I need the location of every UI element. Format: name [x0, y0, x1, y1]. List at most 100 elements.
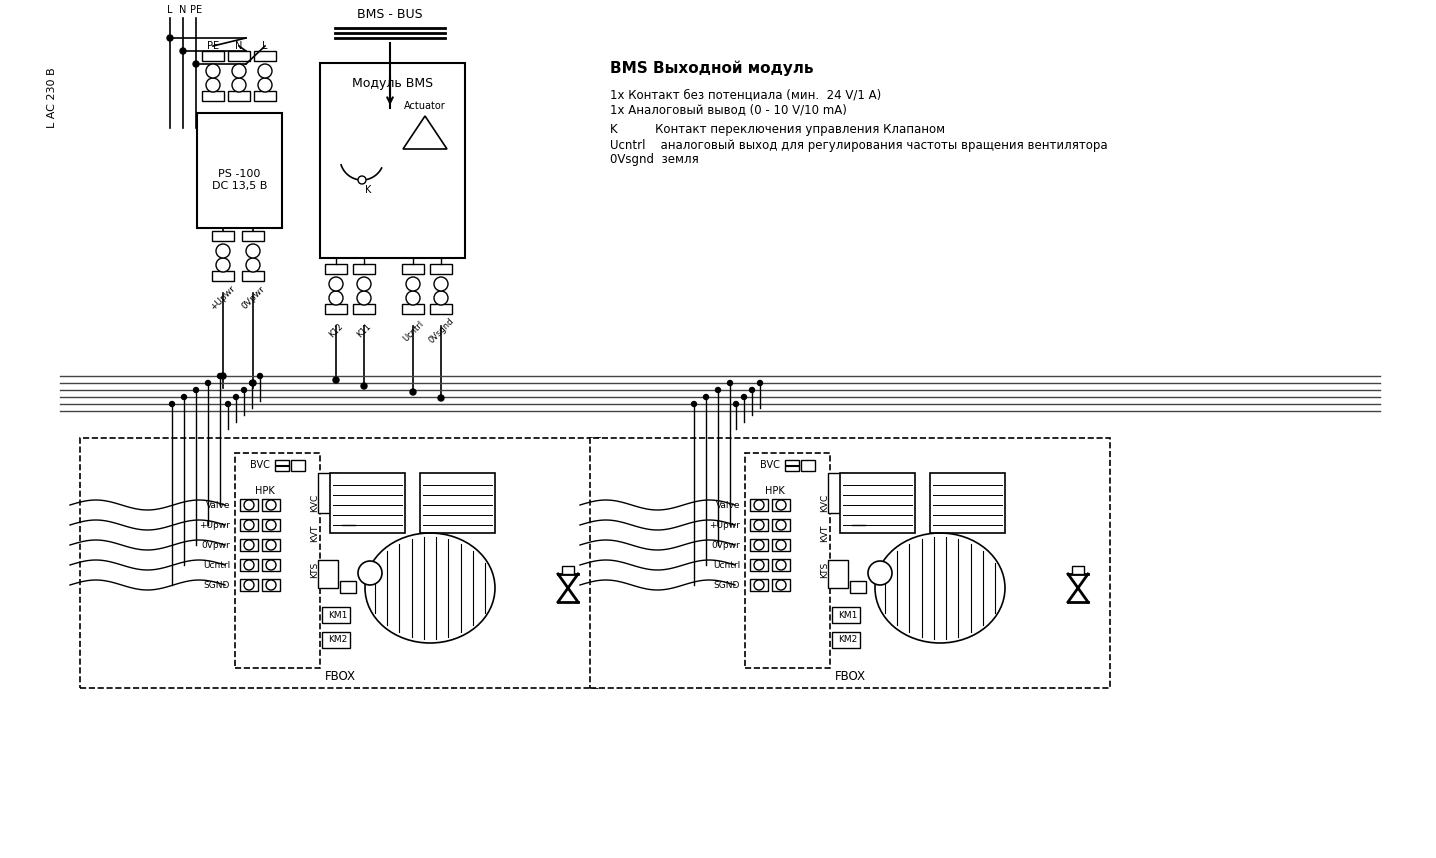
Circle shape: [167, 35, 172, 41]
Text: PE: PE: [207, 41, 220, 51]
Circle shape: [180, 48, 187, 54]
Circle shape: [358, 277, 370, 291]
Bar: [236, 453, 320, 668]
Bar: [745, 453, 830, 668]
Bar: [750, 579, 768, 591]
Circle shape: [692, 402, 696, 407]
Bar: [261, 559, 280, 571]
Bar: [773, 579, 790, 591]
Circle shape: [775, 520, 785, 530]
Text: 1х Контакт без потенциала (мин.  24 V/1 A): 1х Контакт без потенциала (мин. 24 V/1 A…: [610, 88, 882, 101]
Bar: [261, 519, 280, 531]
Bar: [330, 473, 405, 533]
Circle shape: [406, 291, 419, 305]
Text: Ucntrl: Ucntrl: [401, 319, 425, 343]
Text: K          Контакт переключения управления Клапаном: K Контакт переключения управления Клапан…: [610, 124, 945, 136]
Text: Valve: Valve: [205, 500, 230, 510]
Text: N: N: [180, 5, 187, 15]
Text: K11: K11: [355, 322, 373, 340]
Circle shape: [205, 64, 220, 78]
Text: HPK: HPK: [256, 486, 274, 496]
Bar: [850, 581, 866, 593]
Bar: [773, 519, 790, 531]
Bar: [320, 63, 465, 258]
Text: L AC 230 B: L AC 230 B: [47, 68, 57, 129]
Circle shape: [741, 395, 747, 400]
Text: KM1: KM1: [839, 611, 857, 619]
Bar: [340, 581, 356, 593]
Circle shape: [233, 64, 246, 78]
Text: 0Vsgnd  земля: 0Vsgnd земля: [610, 154, 699, 166]
Text: K12: K12: [327, 322, 345, 340]
Text: Ucntrl: Ucntrl: [202, 560, 230, 570]
Bar: [561, 566, 574, 574]
Circle shape: [215, 258, 230, 272]
Circle shape: [205, 380, 211, 385]
Circle shape: [215, 244, 230, 258]
Circle shape: [434, 291, 448, 305]
Bar: [240, 559, 258, 571]
Bar: [240, 499, 258, 511]
Text: KTS: KTS: [310, 562, 319, 578]
Circle shape: [181, 395, 187, 400]
Bar: [228, 51, 250, 61]
Text: KVC: KVC: [310, 494, 319, 512]
Text: KVC: KVC: [820, 494, 830, 512]
Circle shape: [241, 388, 247, 392]
Circle shape: [358, 176, 366, 184]
Bar: [785, 460, 798, 471]
Bar: [292, 460, 304, 471]
Bar: [261, 539, 280, 551]
Circle shape: [775, 580, 785, 590]
Circle shape: [754, 520, 764, 530]
Circle shape: [244, 580, 254, 590]
Bar: [829, 473, 849, 513]
Circle shape: [411, 389, 416, 395]
Bar: [402, 304, 424, 314]
Text: BVC: BVC: [760, 460, 780, 470]
Bar: [325, 264, 348, 274]
Bar: [750, 499, 768, 511]
Circle shape: [169, 402, 175, 407]
Text: FBOX: FBOX: [325, 669, 356, 682]
Bar: [429, 304, 452, 314]
Text: KM2: KM2: [839, 636, 857, 644]
Bar: [240, 579, 258, 591]
Text: 0Vsgnd: 0Vsgnd: [426, 317, 455, 345]
Bar: [773, 539, 790, 551]
Circle shape: [194, 388, 198, 392]
Text: +Upwr: +Upwr: [200, 521, 230, 529]
Circle shape: [775, 560, 785, 570]
Text: HPK: HPK: [765, 486, 785, 496]
Text: KM1: KM1: [329, 611, 348, 619]
Text: KVT: KVT: [820, 524, 830, 541]
Circle shape: [329, 291, 343, 305]
Text: L: L: [167, 5, 172, 15]
Circle shape: [734, 402, 738, 407]
Circle shape: [220, 373, 225, 379]
Circle shape: [244, 560, 254, 570]
Bar: [317, 473, 337, 513]
Text: BMS Выходной модуль: BMS Выходной модуль: [610, 60, 814, 76]
Bar: [322, 632, 350, 648]
Bar: [750, 519, 768, 531]
Circle shape: [266, 500, 276, 510]
Bar: [773, 559, 790, 571]
Text: +Upwr: +Upwr: [208, 284, 237, 312]
Circle shape: [250, 380, 256, 386]
Circle shape: [329, 277, 343, 291]
Bar: [750, 559, 768, 571]
Circle shape: [754, 560, 764, 570]
Text: BVC: BVC: [250, 460, 270, 470]
Text: 0Vpwr: 0Vpwr: [201, 541, 230, 549]
Circle shape: [192, 61, 200, 67]
Circle shape: [754, 540, 764, 550]
Circle shape: [250, 380, 254, 385]
Circle shape: [244, 500, 254, 510]
Circle shape: [266, 580, 276, 590]
Bar: [801, 460, 816, 471]
Bar: [213, 271, 234, 281]
Circle shape: [758, 380, 763, 385]
Circle shape: [704, 395, 708, 400]
Circle shape: [750, 388, 754, 392]
